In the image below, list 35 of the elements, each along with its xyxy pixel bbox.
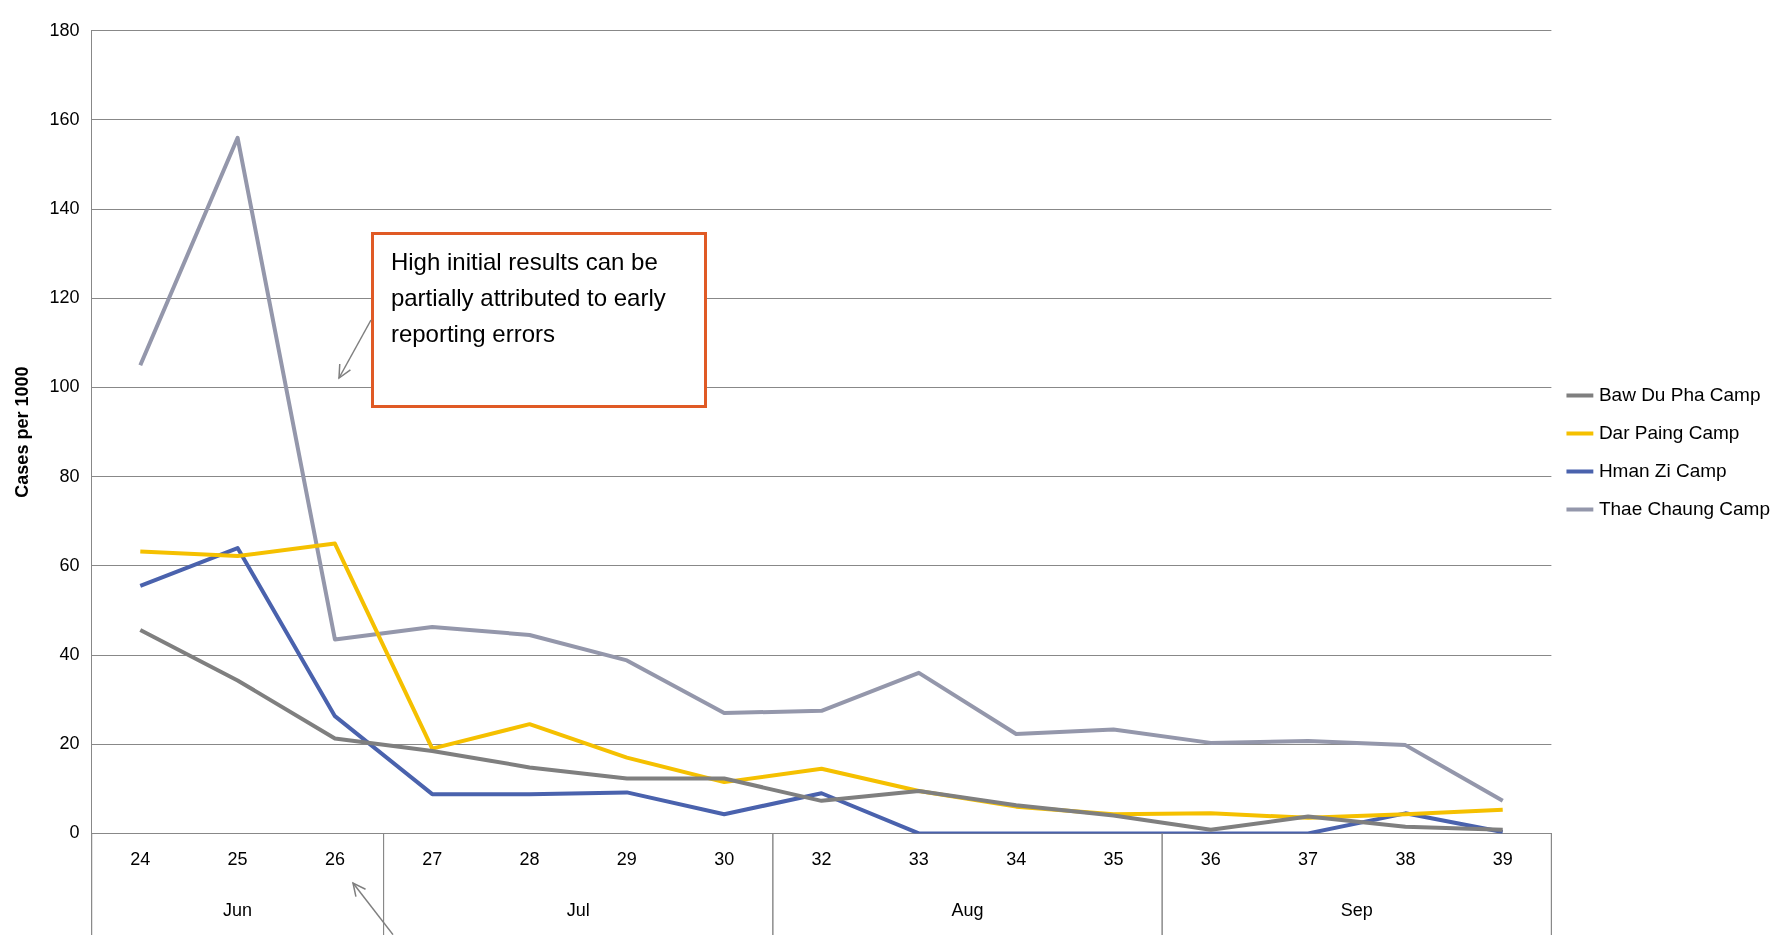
y-tick-label: 80 bbox=[59, 465, 80, 486]
y-tick-label: 40 bbox=[59, 644, 80, 665]
x-tick-label: 39 bbox=[1492, 849, 1513, 870]
text: Sep bbox=[1340, 900, 1373, 921]
x-tick-label: 27 bbox=[422, 849, 443, 870]
x-tick-label: 30 bbox=[714, 849, 735, 870]
y-tick-label: 0 bbox=[69, 822, 80, 843]
legend-label: Thae Chaung Camp bbox=[1598, 497, 1771, 519]
y-tick-label: 20 bbox=[59, 733, 80, 754]
x-tick-label: 35 bbox=[1103, 849, 1124, 870]
text: Jun bbox=[223, 900, 253, 921]
y-tick-label: 140 bbox=[49, 198, 80, 219]
x-tick-label: 29 bbox=[616, 849, 637, 870]
legend-label: Baw Du Pha Camp bbox=[1598, 383, 1761, 405]
x-tick-label: 38 bbox=[1395, 849, 1416, 870]
x-tick-label: 25 bbox=[227, 849, 248, 870]
x-tick-label: 36 bbox=[1200, 849, 1221, 870]
x-tick-label: 28 bbox=[519, 849, 540, 870]
legend-label: Dar Paing Camp bbox=[1598, 421, 1740, 443]
x-tick-label: 26 bbox=[324, 849, 345, 870]
x-tick-label: 33 bbox=[908, 849, 929, 870]
x-tick-label: 34 bbox=[1006, 849, 1027, 870]
x-tick-label: 32 bbox=[811, 849, 832, 870]
x-tick-label: 24 bbox=[130, 849, 151, 870]
y-tick-label: 180 bbox=[49, 19, 80, 40]
text: Jul bbox=[566, 900, 590, 921]
x-tick-label: 37 bbox=[1298, 849, 1319, 870]
y-tick-label: 160 bbox=[49, 108, 80, 129]
y-tick-label: 120 bbox=[49, 287, 80, 308]
y-axis-title: Cases per 1000 bbox=[11, 366, 32, 498]
y-tick-label: 60 bbox=[59, 554, 80, 575]
y-tick-label: 100 bbox=[49, 376, 80, 397]
legend-label: Hman Zi Camp bbox=[1598, 459, 1727, 481]
text: Aug bbox=[951, 900, 984, 921]
annotation: High initial results can be partially attributed to early reporting errors bbox=[390, 247, 667, 349]
